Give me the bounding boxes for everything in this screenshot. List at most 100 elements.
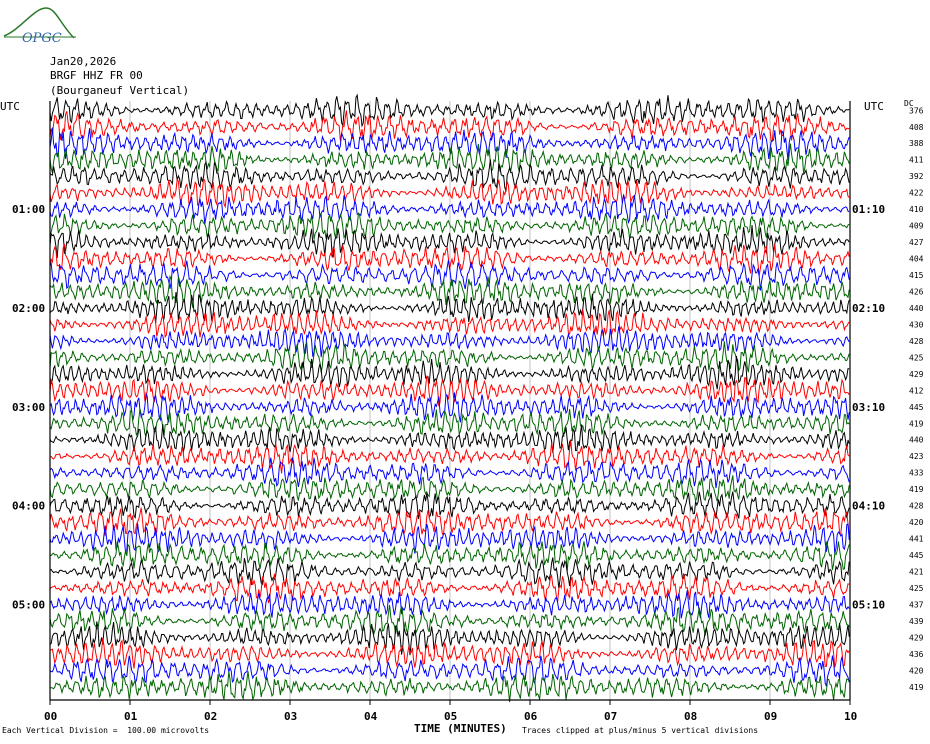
dc-offset-label: 433 [909, 469, 924, 478]
seismic-trace [49, 391, 850, 424]
dc-offset-label: 440 [909, 304, 924, 313]
dc-offset-label: 392 [909, 172, 924, 181]
dc-offset-label: 436 [909, 650, 924, 659]
seismic-trace [49, 341, 850, 373]
dc-offset-label: 441 [909, 535, 924, 544]
right-hour-label: 01:10 [852, 203, 885, 216]
x-tick-label: 00 [44, 710, 57, 723]
seismic-trace [49, 523, 850, 555]
seismic-trace [49, 424, 850, 453]
dc-offset-label: 445 [909, 551, 924, 560]
x-tick-label: 03 [284, 710, 297, 723]
seismic-trace [49, 326, 850, 358]
x-axis-title: TIME (MINUTES) [414, 722, 507, 735]
seismic-trace [49, 440, 850, 474]
x-tick-label: 06 [524, 710, 538, 723]
dc-offset-label: 419 [909, 485, 924, 494]
seismic-trace [49, 475, 850, 503]
dc-offset-label: 419 [909, 683, 924, 692]
dc-offset-label: 423 [909, 452, 924, 461]
dc-offset-label: 439 [909, 617, 924, 626]
dc-offset-label: 409 [909, 222, 924, 231]
left-hour-label: 01:00 [12, 203, 45, 216]
seismic-trace [49, 194, 850, 225]
dc-offset-label: 440 [909, 436, 924, 445]
seismic-trace [49, 457, 850, 489]
x-tick-label: 04 [364, 710, 378, 723]
dc-offset-label: 412 [909, 386, 924, 395]
dc-offset-label: 404 [909, 255, 924, 264]
left-hour-label: 05:00 [12, 598, 45, 611]
seismic-trace [49, 590, 850, 619]
seismic-trace [49, 557, 850, 589]
seismic-trace [49, 127, 850, 161]
logo-mountain-curve [3, 7, 75, 39]
dc-offset-label: 422 [909, 189, 924, 198]
dc-offset-label: 429 [909, 633, 924, 642]
clip-note: Traces clipped at plus/minus 5 vertical … [522, 726, 759, 735]
right-hour-label: 03:10 [852, 401, 885, 414]
seismic-trace [49, 177, 850, 209]
dc-offset-label: 427 [909, 238, 924, 247]
dc-offset-label: 430 [909, 320, 924, 329]
dc-offset-label: 410 [909, 205, 924, 214]
dc-offset-label: 420 [909, 666, 924, 675]
right-hour-label: 02:10 [852, 302, 885, 315]
x-tick-label: 01 [124, 710, 138, 723]
dc-offset-label: 411 [909, 156, 924, 165]
x-tick-label: 05 [444, 710, 457, 723]
dc-offset-label: 376 [909, 106, 924, 115]
x-tick-label: 08 [684, 710, 697, 723]
dc-offset-label: 420 [909, 518, 924, 527]
dc-offset-label: 415 [909, 271, 924, 280]
seismic-trace [49, 143, 850, 174]
x-tick-label: 10 [844, 710, 857, 723]
dc-offset-label: 408 [909, 123, 924, 132]
seismic-trace [49, 671, 850, 703]
header-location: (Bourganeuf Vertical) [50, 84, 190, 97]
dc-offset-label: 419 [909, 419, 924, 428]
dc-offset-label: 425 [909, 353, 924, 362]
seismic-trace [49, 355, 850, 390]
seismic-trace [49, 225, 850, 259]
dc-offset-label: 428 [909, 502, 924, 511]
seismic-trace [49, 260, 850, 291]
left-hour-label: 02:00 [12, 302, 45, 315]
header-station: BRGF HHZ FR 00 [50, 69, 143, 82]
header-date: Jan20,2026 [50, 55, 117, 68]
seismic-trace [49, 212, 850, 240]
x-tick-label: 09 [764, 710, 777, 723]
seismic-trace [49, 292, 850, 324]
right-utc-label: UTC [864, 100, 884, 113]
seismic-trace [49, 507, 850, 537]
logo-text: OPGC [22, 31, 62, 46]
seismic-trace [50, 540, 850, 572]
left-hour-label: 04:00 [12, 500, 45, 513]
left-utc-label: UTC [0, 100, 20, 113]
right-hour-label: 05:10 [852, 598, 885, 611]
dc-offset-label: 429 [909, 370, 924, 379]
seismic-trace [49, 491, 850, 520]
seismic-trace [49, 573, 850, 604]
dc-offset-label: 437 [909, 600, 924, 609]
seismic-trace [49, 110, 850, 142]
scale-note: Each Vertical Division = 100.00 microvol… [2, 726, 210, 735]
seismic-trace [49, 309, 850, 339]
dc-label: DC [904, 99, 914, 108]
seismic-trace [49, 604, 850, 636]
x-tick-label: 02 [204, 710, 217, 723]
dc-offset-label: 428 [909, 337, 924, 346]
seismic-trace [49, 159, 850, 192]
dc-offset-label: 388 [909, 139, 924, 148]
seismic-trace [49, 93, 850, 128]
seismic-trace [49, 655, 850, 687]
seismic-trace [49, 638, 850, 669]
seismic-trace [49, 621, 850, 656]
seismic-trace [49, 375, 850, 407]
trace-group [49, 93, 850, 703]
right-hour-label: 04:10 [852, 500, 885, 513]
left-hour-label: 03:00 [12, 401, 45, 414]
x-tick-label: 07 [604, 710, 617, 723]
dc-offset-label: 425 [909, 584, 924, 593]
